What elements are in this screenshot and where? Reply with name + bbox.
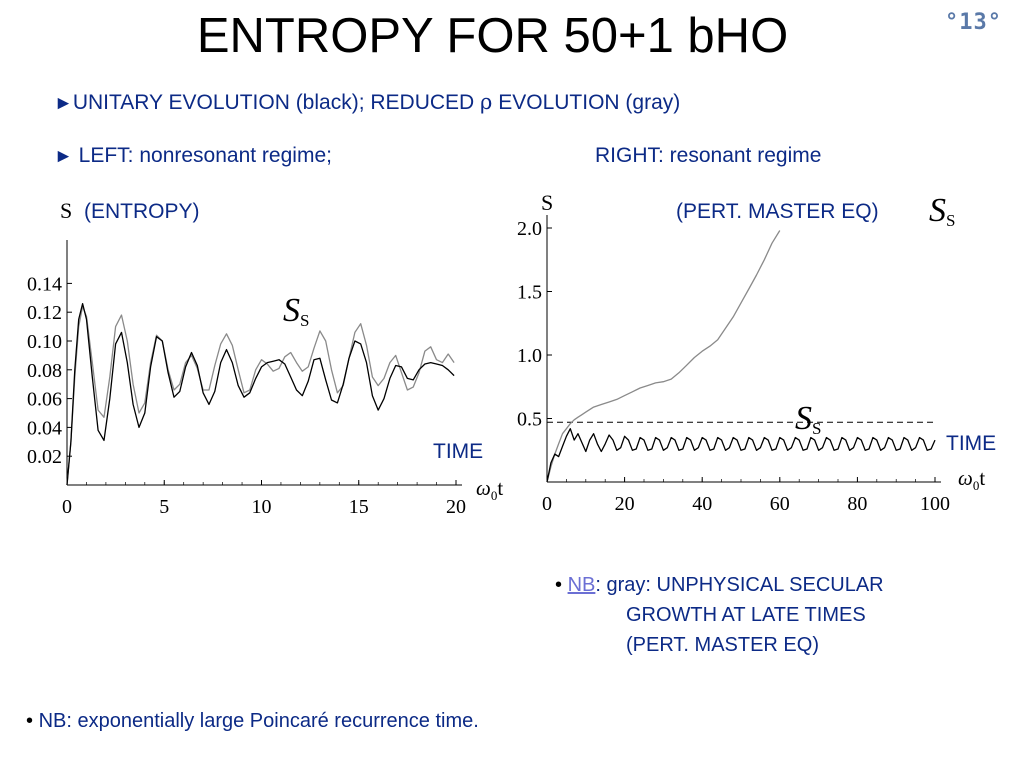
omega-symbol: ω — [476, 476, 491, 500]
right-xaxis-label: ω0t — [958, 466, 985, 494]
y-tick-label: 0.08 — [27, 360, 62, 382]
omega-subscript: 0 — [490, 488, 498, 504]
ss-subscript: S — [812, 419, 822, 438]
unitary-evolution-line — [546, 428, 936, 483]
left-regime-label: LEFT: nonresonant regime; — [78, 144, 332, 167]
y-tick-label: 0.10 — [27, 331, 62, 353]
bullet-unitary-evolution: ►UNITARY EVOLUTION (black); REDUCED ρ EV… — [54, 89, 680, 117]
nb1-line3: (PERT. MASTER EQ) — [626, 634, 819, 656]
nb1-line1: : gray: UNPHYSICAL SECULAR — [595, 574, 884, 596]
x-tick-label: 20 — [615, 493, 635, 515]
y-tick-label: 1.5 — [517, 282, 542, 304]
x-tick-label: 0 — [542, 493, 552, 515]
x-tick-label: 0 — [62, 496, 72, 518]
rho-symbol: ρ — [480, 90, 493, 114]
x-tick-label: 60 — [770, 493, 790, 515]
x-tick-label: 10 — [252, 496, 272, 518]
right-time-label: TIME — [946, 432, 997, 455]
t-symbol: t — [979, 466, 986, 490]
pert-master-eq-note: (PERT. MASTER EQ) — [676, 200, 879, 223]
reduced-evolution-line — [66, 305, 455, 486]
x-tick-label: 40 — [692, 493, 712, 515]
reduced-evolution-line — [546, 230, 781, 483]
x-tick-label: 100 — [920, 493, 950, 515]
left-chart-ylabel: S — [60, 198, 73, 223]
ss-main-letter: S — [283, 292, 300, 329]
right-ss-label-top: SS — [929, 192, 955, 231]
entropy-note: (ENTROPY) — [84, 200, 200, 223]
y-tick-label: 0.04 — [27, 417, 62, 439]
x-tick-label: 15 — [349, 496, 369, 518]
y-tick-label: 2.0 — [517, 218, 542, 240]
y-tick-label: 0.5 — [517, 409, 542, 431]
y-tick-label: 0.02 — [27, 446, 62, 468]
bullet1-text-a: UNITARY EVOLUTION (black); REDUCED — [72, 91, 481, 114]
triangle-bullet-icon: ► — [54, 93, 73, 114]
ss-subscript: S — [300, 311, 310, 330]
omega-subscript: 0 — [972, 478, 980, 494]
x-tick-label: 20 — [446, 496, 466, 518]
y-tick-label: 1.0 — [517, 345, 542, 367]
y-tick-label: 0.14 — [27, 273, 62, 295]
left-ss-label: SS — [283, 292, 309, 331]
bullet1-text-b: EVOLUTION (gray) — [492, 91, 681, 114]
ss-main-letter: S — [929, 192, 946, 229]
nb-secular-growth-note: • NB: gray: UNPHYSICAL SECULAR GROWTH AT… — [555, 570, 884, 660]
x-tick-label: 80 — [847, 493, 867, 515]
omega-symbol: ω — [958, 466, 973, 490]
right-chart-ylabel: S — [541, 190, 554, 215]
left-xaxis-label: ω0t — [476, 476, 503, 504]
triangle-bullet-icon: ► — [54, 146, 73, 167]
ss-subscript: S — [946, 211, 956, 230]
x-tick-label: 5 — [159, 496, 169, 518]
left-entropy-chart: 0 5 10 15 20 0.02 0.04 0.06 0.08 0.10 0.12 0.14 — [27, 240, 466, 518]
nb2-text: NB: exponentially large Poincaré recurre… — [38, 710, 479, 732]
nb-poincare-note: • NB: exponentially large Poincaré recur… — [26, 710, 479, 733]
y-tick-label: 0.06 — [27, 389, 62, 411]
nb-link[interactable]: NB — [567, 574, 596, 596]
left-time-label: TIME — [433, 440, 484, 463]
slide-title: ENTROPY FOR 50+1 bHO — [196, 9, 789, 63]
unitary-evolution-line — [66, 302, 455, 486]
y-tick-label: 0.12 — [27, 302, 62, 324]
page-number: °13° — [945, 10, 1002, 35]
ss-main-letter: S — [795, 400, 812, 437]
bullet-dot-icon: • — [26, 710, 34, 732]
right-ss-label-mid: SS — [793, 400, 824, 439]
right-regime-label: RIGHT: resonant regime — [595, 144, 822, 167]
right-entropy-chart: 0 20 40 60 80 100 0.5 1.0 1.5 2.0 — [517, 215, 950, 515]
bullet-regimes: ► LEFT: nonresonant regime; — [54, 143, 332, 170]
bullet-dot-icon: • — [555, 574, 563, 596]
nb1-line2: GROWTH AT LATE TIMES — [626, 604, 866, 626]
t-symbol: t — [497, 476, 504, 500]
